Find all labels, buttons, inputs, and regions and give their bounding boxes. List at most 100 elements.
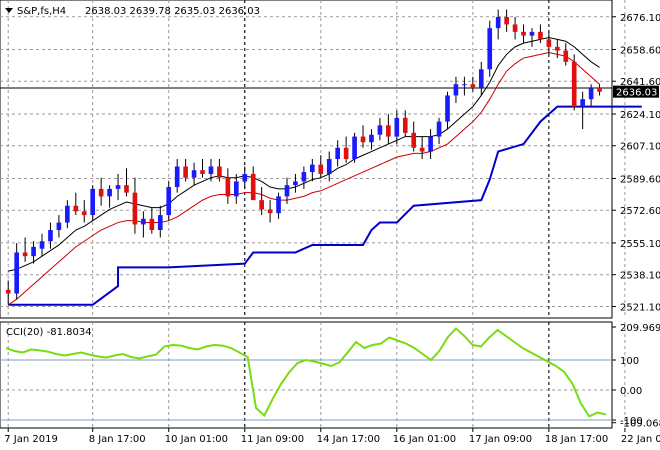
candle-bear [318,164,324,174]
candle-bear [225,177,231,197]
price-tick-label: 2658.60 [620,45,660,56]
candle-bear [217,166,222,178]
cci-tick-label: 100 [620,356,639,367]
candle-bull [208,166,214,174]
dropdown-triangle-icon[interactable] [5,8,13,13]
candle-bull [31,246,36,257]
candle-bull [352,136,357,159]
candle-bear [504,16,509,25]
current-price-label: 2636.03 [616,88,657,99]
candle-bull [580,99,585,107]
candle-bear [571,61,577,107]
cci-tick-label: -109.068 [620,419,660,430]
candle-bear [149,218,155,231]
candle-bear [538,31,543,40]
candle-bull [39,241,45,249]
price-tick-label: 2641.60 [620,77,660,88]
candle-bull [166,187,172,216]
candle-bull [478,69,484,88]
time-tick-label: 7 Jan 2019 [4,434,58,445]
time-tick-label: 17 Jan 09:00 [469,434,532,445]
candle-bear [250,173,256,201]
candle-bear [259,200,264,210]
candle-bull [107,188,112,197]
price-tick-label: 2572.60 [620,206,660,217]
candle-bear [5,289,11,294]
price-tick-label: 2521.10 [620,302,660,313]
cci-tick-label: -100 [620,416,643,427]
candle-bull [276,196,281,214]
price-plot [0,9,642,306]
time-tick-label: 22 Jan 05:00 [621,434,660,445]
current-price-box [613,85,659,98]
candle-bull [157,215,163,231]
cci-line [5,327,607,418]
ohlc-label: 2638.03 2639.78 2635.03 2636.03 [85,6,260,17]
candle-bear [554,46,560,51]
candle-bull [588,87,594,100]
cci-label: CCI(20) -81.8034 [6,327,92,338]
candle-bull [115,185,121,189]
price-axis: 2676.10 2658.60 2641.60 2624.10 2607.10 2589.… [612,13,660,313]
candle-bull [174,166,180,188]
time-tick-label: 18 Jan 17:00 [545,434,608,445]
candle-bear [200,170,205,174]
candle-bull [141,218,146,225]
price-tick-label: 2676.10 [620,13,660,24]
candle-bull [369,134,374,143]
candle-bull [48,230,53,242]
symbol-label: S&P,fs,H4 [17,6,66,17]
candle-bear [183,166,188,178]
candle-bull [284,185,290,197]
candle-bull [436,121,442,137]
candle-bull [301,172,307,182]
price-tick-label: 2589.60 [620,174,660,185]
candle-bull [242,173,248,182]
moving-average-red [7,51,600,306]
candle-bear [267,209,273,214]
candle-bull [65,205,70,223]
candle-bear [132,192,138,225]
price-tick-label: 2538.10 [620,271,660,282]
cci-axis: 209.9699 100 0.00 -100-109.068 [612,323,660,430]
candle-bear [22,252,28,257]
candle-bull [310,164,315,173]
candle-bull [394,117,400,137]
time-tick-label: 16 Jan 01:00 [393,434,456,445]
time-tick-label: 8 Jan 17:00 [89,434,146,445]
cci-tick-label: 209.9699 [620,323,660,334]
candle-bull [90,188,96,216]
candle-bear [386,125,391,137]
price-tick-label: 2624.10 [620,110,660,121]
price-tick-label: 2555.10 [620,239,660,250]
candle-bull [445,95,450,122]
candle-bull [529,31,535,36]
time-axis: 7 Jan 2019 8 Jan 17:00 10 Jan 01:00 11 Jan … [4,428,660,445]
candle-bear [546,39,552,47]
candle-bear [597,87,602,92]
candle-bull [453,84,459,96]
candle-bear [343,147,349,159]
time-tick-label: 14 Jan 17:00 [317,434,380,445]
candle-bear [402,117,408,133]
candle-bear [98,188,104,197]
candle-bull [487,28,493,70]
candle-bull [56,222,62,231]
candle-bull [293,181,298,186]
candle-bull [191,170,197,178]
cci-plot [5,327,607,418]
candle-bear [81,211,87,216]
price-tick-label: 2607.10 [620,142,660,153]
time-tick-label: 10 Jan 01:00 [165,434,228,445]
candle-bull [326,159,332,174]
candle-bear [470,84,476,88]
candle-bull [495,16,501,29]
price-pane-frame [0,0,613,319]
candle-bull [233,181,239,197]
candle-bear [360,136,366,143]
candle-bear [411,132,417,148]
cci-tick-label: 0.00 [620,386,642,397]
candle-bear [73,205,79,212]
